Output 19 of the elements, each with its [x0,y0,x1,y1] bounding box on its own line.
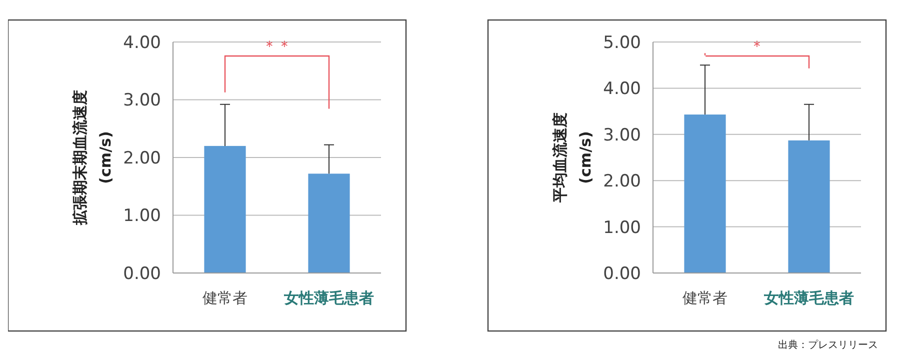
annotation: ＊ [750,37,764,55]
y-tick-label: 4.00 [123,32,161,53]
x-tick-label: 健常者 [682,289,728,307]
x-tick-label: 女性薄毛患者 [283,289,374,307]
y-tick-label: 0.00 [603,264,641,284]
x-tick-label: 健常者 [202,289,248,307]
y-axis-title: 拡張期末期血流速度 (cm/s) [71,90,114,226]
y-tick-label: 2.00 [603,172,641,192]
annotation: ＊＊ [262,37,292,55]
y-tick-label: 5.00 [603,32,641,53]
x-tick-label: 女性薄毛患者 [763,289,854,307]
y-tick-label: 1.00 [123,206,161,226]
y-tick-label: 4.00 [603,79,641,100]
y-tick-label: 1.00 [603,218,641,238]
y-tick-label: 3.00 [123,90,161,111]
y-axis-title: 平均血流速度 (cm/s) [551,112,594,204]
y-tick-label: 0.00 [123,264,161,284]
y-tick-label: 3.00 [603,125,641,146]
y-tick-label: 2.00 [123,148,161,168]
